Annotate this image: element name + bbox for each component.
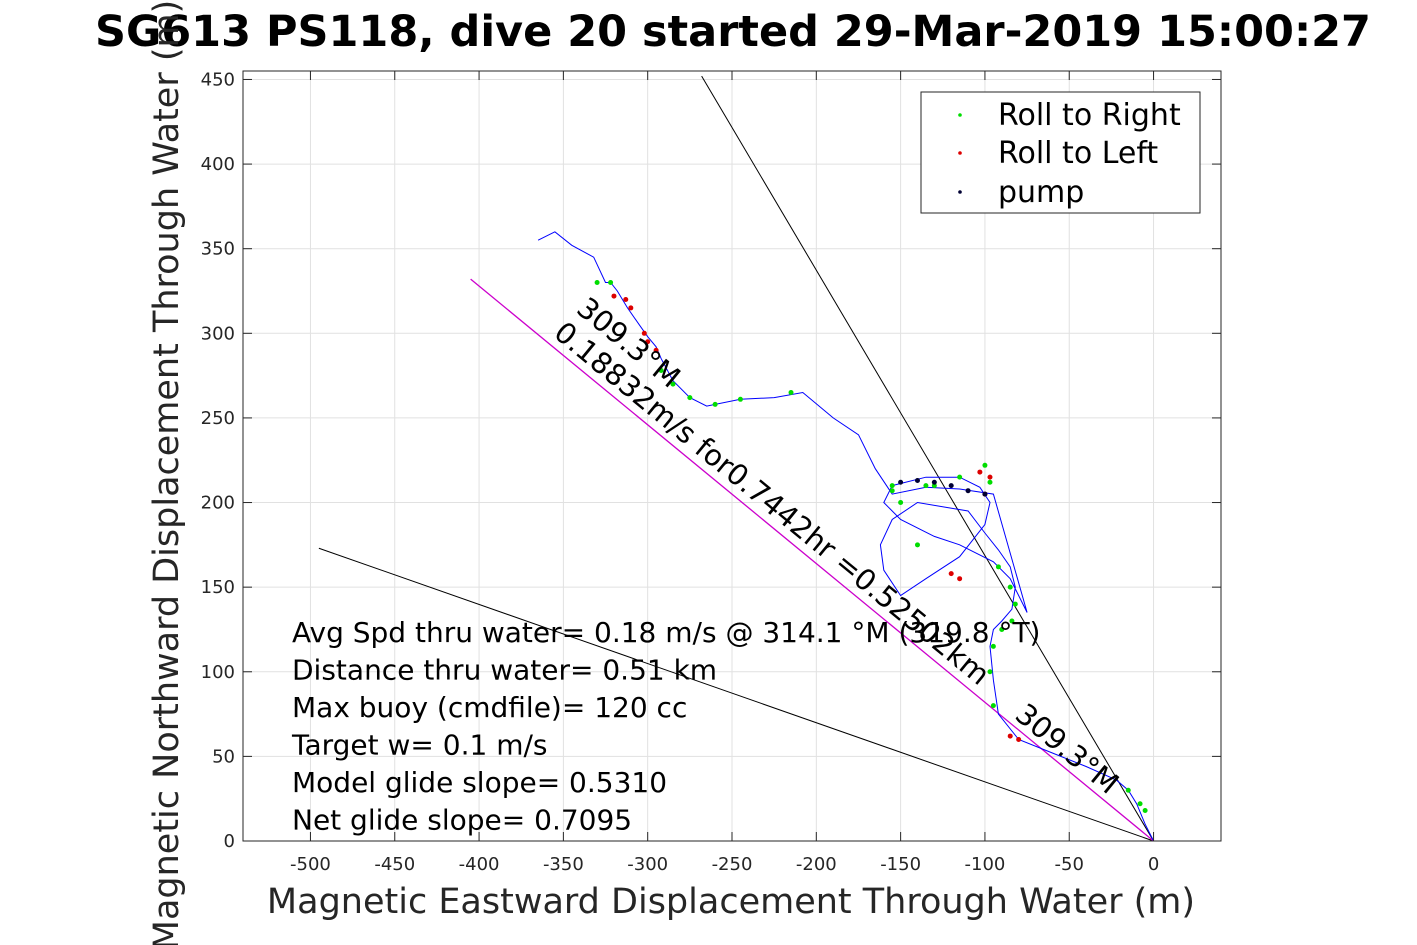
y-tick-label: 400 xyxy=(201,154,235,175)
roll-right-point xyxy=(1007,584,1013,590)
roll-right-point xyxy=(788,390,794,396)
y-tick-label: 100 xyxy=(201,662,235,683)
pump-point xyxy=(914,478,920,484)
roll-left-point xyxy=(645,339,651,345)
legend-label-roll-right: Roll to Right xyxy=(998,98,1181,133)
roll-left-point xyxy=(987,474,993,480)
roll-left-point xyxy=(1016,736,1022,742)
reference-line xyxy=(701,75,1154,842)
roll-right-point xyxy=(987,479,993,485)
y-tick-label: 450 xyxy=(201,69,235,90)
x-tick-label: -350 xyxy=(543,854,584,875)
x-tick-label: -250 xyxy=(712,854,753,875)
roll-left-point xyxy=(1007,733,1013,739)
roll-right-point xyxy=(1125,787,1131,793)
roll-right-point xyxy=(889,483,895,489)
chart-title: SG613 PS118, dive 20 started 29-Mar-2019… xyxy=(95,7,1371,57)
annotation-line: Model glide slope= 0.5310 xyxy=(292,766,667,799)
annotation-line: Target w= 0.1 m/s xyxy=(291,729,548,762)
x-tick-label: -400 xyxy=(459,854,500,875)
roll-right-point xyxy=(982,462,988,468)
roll-right-point xyxy=(898,500,904,506)
roll-right-point xyxy=(1142,808,1148,814)
roll-left-point xyxy=(948,571,954,577)
roll-right-point xyxy=(737,396,743,402)
pump-point xyxy=(931,479,937,485)
legend-label-roll-left: Roll to Left xyxy=(998,136,1158,171)
heading-line xyxy=(470,278,1154,842)
legend-marker-roll-right xyxy=(958,113,962,117)
y-tick-label: 200 xyxy=(201,493,235,514)
reference-line xyxy=(318,547,1154,842)
roll-right-point xyxy=(923,483,929,489)
roll-right-point xyxy=(712,401,718,407)
roll-right-point xyxy=(1009,618,1015,624)
y-tick-label: 300 xyxy=(201,323,235,344)
y-axis-label: Magnetic Northward Displacement Through … xyxy=(147,0,187,945)
annotation-line: Net glide slope= 0.7095 xyxy=(292,804,632,837)
roll-left-point xyxy=(957,576,963,582)
roll-right-point xyxy=(687,395,693,401)
roll-right-point xyxy=(957,474,963,480)
x-tick-label: -100 xyxy=(965,854,1006,875)
y-tick-label: 50 xyxy=(212,746,235,767)
legend: Roll to Right Roll to Left pump xyxy=(920,91,1201,214)
roll-right-point xyxy=(889,488,895,494)
tick-labels: -500 -450 -400 -350 -300 -250 -200 -150 -100 -50 0… xyxy=(201,69,1160,875)
pump-point xyxy=(965,488,971,494)
reference-lines xyxy=(318,75,1154,842)
heading-line-path xyxy=(470,278,1154,842)
roll-right-point xyxy=(670,381,676,387)
legend-box xyxy=(920,91,1201,214)
roll-right-point xyxy=(990,703,996,709)
x-tick-label: -450 xyxy=(374,854,415,875)
x-tick-label: 0 xyxy=(1148,854,1159,875)
pump-point xyxy=(948,483,954,489)
y-tick-label: 250 xyxy=(201,408,235,429)
x-axis-label: Magnetic Eastward Displacement Through W… xyxy=(267,882,1195,922)
roll-right-point xyxy=(995,564,1001,570)
y-tick-label: 0 xyxy=(224,831,235,852)
legend-label-pump: pump xyxy=(998,175,1084,210)
roll-right-point xyxy=(1137,801,1143,807)
roll-right-point xyxy=(594,280,600,286)
x-tick-label: -200 xyxy=(796,854,837,875)
pump-point xyxy=(898,479,904,485)
roll-right-point xyxy=(658,368,664,374)
roll-left-point xyxy=(641,330,647,336)
roll-right-point xyxy=(1012,601,1018,607)
annotation-line: Distance thru water= 0.51 km xyxy=(292,654,717,687)
roll-left-point xyxy=(611,293,617,299)
roll-right-point xyxy=(987,669,993,675)
roll-left-point xyxy=(623,296,629,302)
x-tick-label: -150 xyxy=(880,854,921,875)
roll-right-point xyxy=(608,280,614,286)
roll-left-point xyxy=(628,305,634,311)
annotation-line: Max buoy (cmdfile)= 120 cc xyxy=(292,691,687,724)
axis-ticks xyxy=(243,71,1221,842)
annotation-block: Avg Spd thru water= 0.18 m/s @ 314.1 °M … xyxy=(291,616,1040,837)
pump-point xyxy=(982,491,988,497)
x-tick-label: -500 xyxy=(290,854,331,875)
roll-markers xyxy=(594,280,1148,814)
legend-marker-roll-left xyxy=(958,151,962,155)
roll-right-point xyxy=(990,643,996,649)
x-tick-label: -50 xyxy=(1055,854,1084,875)
roll-left-point xyxy=(977,469,983,475)
y-tick-label: 150 xyxy=(201,577,235,598)
roll-left-point xyxy=(653,347,659,353)
roll-right-point xyxy=(914,542,920,548)
legend-marker-pump xyxy=(958,190,962,194)
annotation-line: Avg Spd thru water= 0.18 m/s @ 314.1 °M … xyxy=(292,616,1040,649)
x-tick-label: -300 xyxy=(627,854,668,875)
roll-right-point xyxy=(999,626,1005,632)
y-tick-label: 350 xyxy=(201,239,235,260)
